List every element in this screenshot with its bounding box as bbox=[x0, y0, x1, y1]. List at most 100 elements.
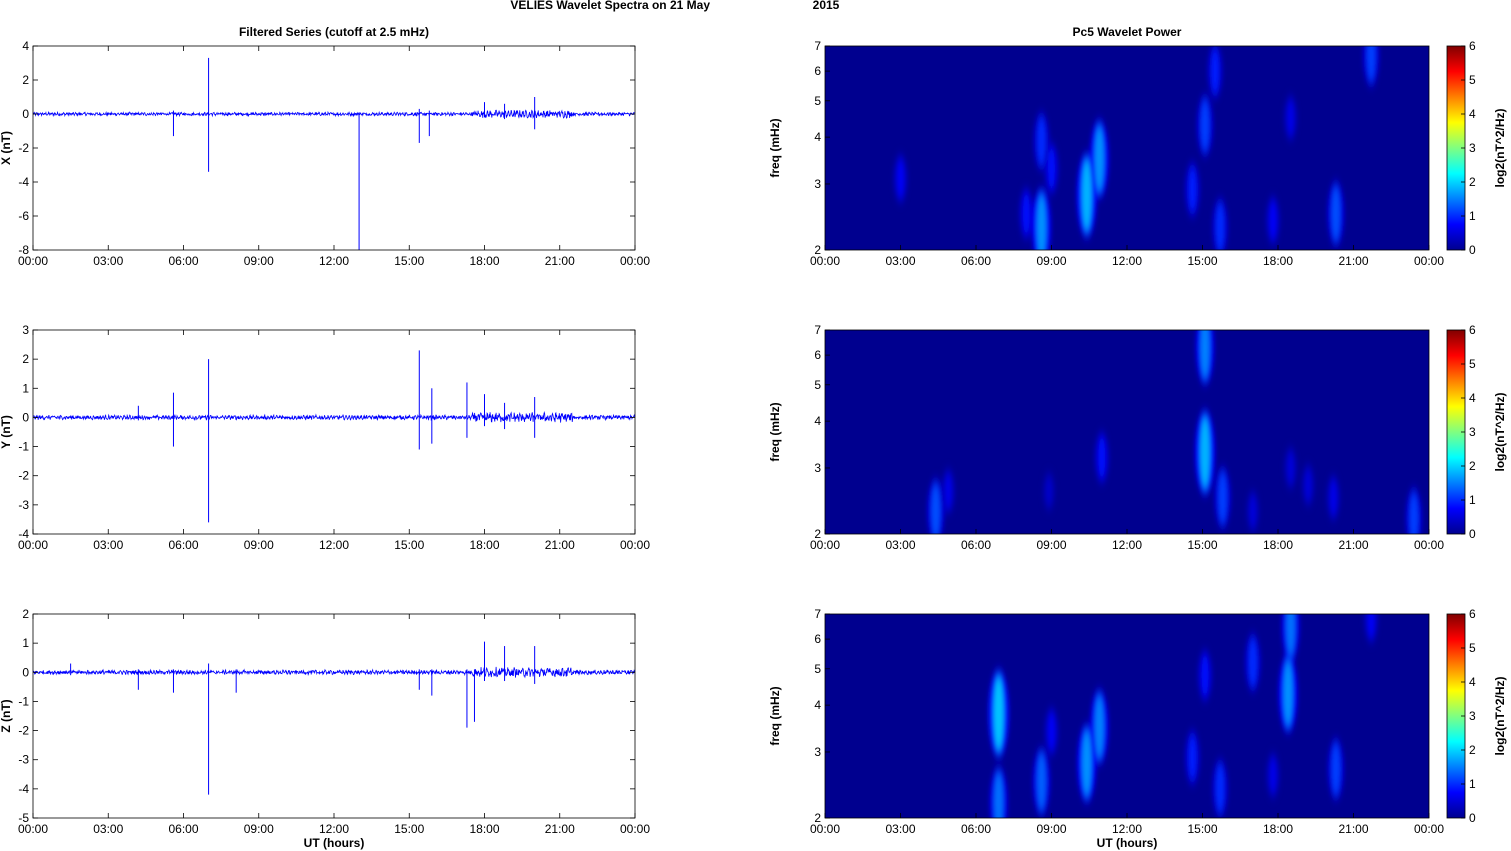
x-ts-xtick-label: 00:00 bbox=[18, 254, 48, 268]
y-sp-xtick-label: 09:00 bbox=[1036, 538, 1066, 552]
x-sp-xtick-label: 03:00 bbox=[885, 254, 915, 268]
z-sp-xtick-label: 09:00 bbox=[1036, 822, 1066, 836]
x-spectrogram-blobs bbox=[893, 46, 1380, 250]
z-sp-xtick-label: 21:00 bbox=[1338, 822, 1368, 836]
right-xaxis-label: UT (hours) bbox=[1097, 836, 1158, 850]
y-sp-ytick-label: 7 bbox=[814, 323, 821, 337]
z-sp-xtick-label: 06:00 bbox=[961, 822, 991, 836]
z-colorbar-tick-label: 6 bbox=[1469, 607, 1476, 621]
x-power-blob bbox=[1082, 160, 1092, 231]
y-colorbar-tick-label: 5 bbox=[1469, 357, 1476, 371]
x-sp-xtick-label: 12:00 bbox=[1112, 254, 1142, 268]
x-ts-xtick-label: 09:00 bbox=[244, 254, 274, 268]
y-sp-ytick-label: 2 bbox=[814, 527, 821, 541]
x-ts-xtick-label: 12:00 bbox=[319, 254, 349, 268]
y-ts-xtick-label: 12:00 bbox=[319, 538, 349, 552]
x-colorbar-tick-label: 5 bbox=[1469, 73, 1476, 87]
z-ts-ytick-label: -4 bbox=[18, 782, 29, 796]
z-ts-ytick-label: 2 bbox=[22, 607, 29, 621]
z-ts-ytick-label: -1 bbox=[18, 694, 29, 708]
y-power-blob bbox=[1287, 450, 1294, 485]
y-power-blob bbox=[1200, 417, 1210, 488]
x-power-blob bbox=[1287, 99, 1294, 137]
y-sp-xtick-label: 06:00 bbox=[961, 538, 991, 552]
y-colorbar-label: log2(nT^2/Hz) bbox=[1493, 392, 1507, 471]
x-colorbar-tick-label: 3 bbox=[1469, 141, 1476, 155]
x-sp-ylabel: freq (mHz) bbox=[768, 118, 782, 177]
z-ts-xtick-label: 09:00 bbox=[244, 822, 274, 836]
y-sp-ytick-label: 5 bbox=[814, 378, 821, 392]
y-sp-xtick-label: 00:00 bbox=[1414, 538, 1444, 552]
z-colorbar-tick-label: 1 bbox=[1469, 777, 1476, 791]
x-colorbar-tick-label: 1 bbox=[1469, 209, 1476, 223]
y-sp-xtick-label: 03:00 bbox=[885, 538, 915, 552]
z-sp-ytick-label: 3 bbox=[814, 745, 821, 759]
x-ts-plot-area bbox=[33, 46, 635, 250]
x-ts-ytick-label: -8 bbox=[18, 243, 29, 257]
y-ts-xtick-label: 09:00 bbox=[244, 538, 274, 552]
x-sp-ytick-label: 2 bbox=[814, 243, 821, 257]
z-spectrogram-blobs bbox=[988, 614, 1379, 818]
y-ts-xtick-label: 15:00 bbox=[394, 538, 424, 552]
y-power-blob bbox=[1305, 468, 1312, 503]
z-ts-xtick-label: 21:00 bbox=[545, 822, 575, 836]
x-sp-ytick-label: 6 bbox=[814, 64, 821, 78]
y-sp-xtick-label: 18:00 bbox=[1263, 538, 1293, 552]
z-ts-xtick-label: 15:00 bbox=[394, 822, 424, 836]
y-ts-ytick-label: 2 bbox=[22, 352, 29, 366]
z-power-blob bbox=[1095, 695, 1104, 758]
x-sp-ytick-label: 3 bbox=[814, 177, 821, 191]
z-sp-ytick-label: 7 bbox=[814, 607, 821, 621]
x-ts-ytick-label: 0 bbox=[22, 107, 29, 121]
y-sp-xtick-label: 15:00 bbox=[1187, 538, 1217, 552]
z-ts-xtick-label: 00:00 bbox=[18, 822, 48, 836]
y-ts-ylabel: Y (nT) bbox=[0, 415, 13, 449]
z-power-blob bbox=[993, 676, 1004, 751]
y-ts-ytick-label: 3 bbox=[22, 323, 29, 337]
y-power-blob bbox=[1218, 472, 1227, 524]
y-power-blob bbox=[1046, 475, 1052, 507]
x-power-blob bbox=[1211, 48, 1219, 94]
y-power-blob bbox=[1410, 493, 1418, 534]
x-ts-xtick-label: 15:00 bbox=[394, 254, 424, 268]
z-power-blob bbox=[1249, 638, 1257, 687]
x-sp-xtick-label: 18:00 bbox=[1263, 254, 1293, 268]
z-power-blob bbox=[1367, 614, 1375, 639]
x-ts-ytick-label: -2 bbox=[18, 141, 29, 155]
y-power-blob bbox=[945, 472, 952, 510]
z-sp-ylabel: freq (mHz) bbox=[768, 686, 782, 745]
x-power-blob bbox=[1094, 126, 1104, 192]
y-wavelet-colorbar: 0 1 2 3 4 5 6 log2(nT^2/Hz) bbox=[1446, 323, 1507, 541]
z-ts-xtick-label: 12:00 bbox=[319, 822, 349, 836]
y-power-blob bbox=[1200, 330, 1210, 379]
x-colorbar-tick-label: 4 bbox=[1469, 107, 1476, 121]
y-ts-plot-area bbox=[33, 330, 635, 534]
x-power-blob bbox=[1048, 147, 1055, 190]
y-power-blob bbox=[1098, 436, 1106, 479]
y-colorbar-tick-label: 4 bbox=[1469, 391, 1476, 405]
x-ts-xtick-label: 00:00 bbox=[620, 254, 650, 268]
y-sp-ytick-label: 6 bbox=[814, 348, 821, 362]
z-ts-ytick-label: 0 bbox=[22, 665, 29, 679]
x-sp-ytick-label: 4 bbox=[814, 130, 821, 144]
figure-title-year: 2015 bbox=[813, 0, 840, 12]
x-power-blob bbox=[1331, 186, 1340, 241]
z-colorbar-tick-label: 2 bbox=[1469, 743, 1476, 757]
z-sp-ytick-label: 4 bbox=[814, 698, 821, 712]
x-colorbar-label: log2(nT^2/Hz) bbox=[1493, 108, 1507, 187]
y-ts-xtick-label: 06:00 bbox=[168, 538, 198, 552]
x-ts-ytick-label: -4 bbox=[18, 175, 29, 189]
y-colorbar-tick-label: 6 bbox=[1469, 323, 1476, 337]
right-column-title: Pc5 Wavelet Power bbox=[1073, 25, 1182, 39]
z-sp-ytick-label: 2 bbox=[814, 811, 821, 825]
y-ts-series-group bbox=[33, 350, 635, 523]
x-power-blob bbox=[1201, 99, 1209, 151]
y-ts-ytick-label: -2 bbox=[18, 469, 29, 483]
x-power-blob bbox=[1269, 200, 1277, 241]
x-sp-xtick-label: 15:00 bbox=[1187, 254, 1217, 268]
z-sp-xtick-label: 03:00 bbox=[885, 822, 915, 836]
